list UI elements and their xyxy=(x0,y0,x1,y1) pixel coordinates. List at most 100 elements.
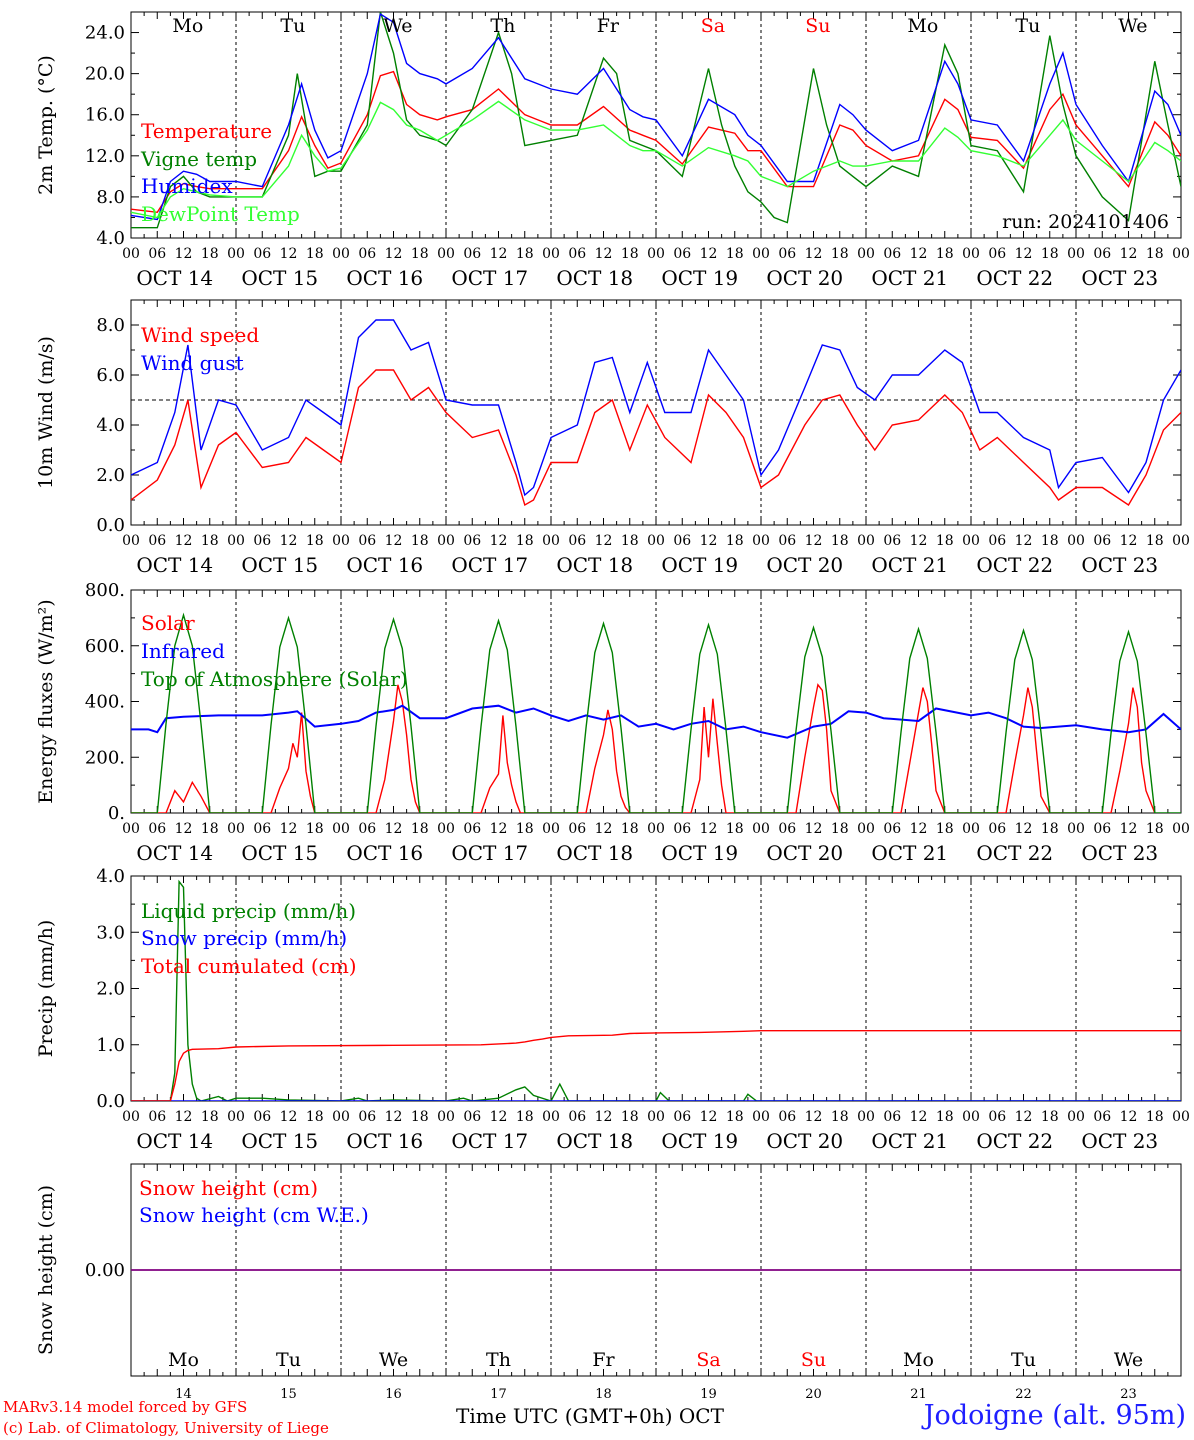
hour-tick-label: 06 xyxy=(778,533,796,549)
panel-3: 0. 200. 400. 600. 800. Energy fluxes (W/m²) So… xyxy=(35,580,1190,865)
hour-tick-label: 06 xyxy=(358,246,376,262)
legend-entry: Solar xyxy=(141,611,195,635)
y-tick-label: 0. xyxy=(108,803,125,824)
panel-5: 0.00 Snow height (cm) Snow height (cm) Snow… xyxy=(35,1163,1182,1402)
y-tick-label: 0.00 xyxy=(85,1260,125,1281)
date-label: OCT 18 xyxy=(556,266,633,290)
day-name-label: We xyxy=(1114,1349,1143,1371)
hour-tick-label: 18 xyxy=(1041,246,1059,262)
legend-entry: Total cumulated (cm) xyxy=(141,954,357,978)
hour-tick-label: 18 xyxy=(726,533,744,549)
hour-tick-label: 00 xyxy=(1172,821,1190,837)
y-tick-label: 400. xyxy=(85,692,125,713)
hour-tick-label: 12 xyxy=(595,1109,613,1125)
hour-tick-label: 00 xyxy=(437,821,455,837)
hour-tick-label: 06 xyxy=(673,1109,691,1125)
date-label: OCT 16 xyxy=(346,266,423,290)
hour-tick-label: 12 xyxy=(1015,1109,1033,1125)
hour-tick-label: 00 xyxy=(962,1109,980,1125)
legend-entry: Snow height (cm) xyxy=(139,1176,318,1200)
date-label: OCT 15 xyxy=(241,266,318,290)
hour-tick-label: 18 xyxy=(621,246,639,262)
day-number-label: 15 xyxy=(280,1387,297,1402)
hour-tick-label: 12 xyxy=(805,533,823,549)
hour-tick-label: 00 xyxy=(332,246,350,262)
plot-frame xyxy=(130,299,1182,526)
hour-tick-label: 18 xyxy=(411,533,429,549)
day-name-label: Tu xyxy=(1011,1349,1036,1371)
date-label: OCT 20 xyxy=(766,1129,843,1153)
hour-tick-label: 12 xyxy=(1015,821,1033,837)
day-number-label: 17 xyxy=(490,1387,507,1402)
day-number-label: 18 xyxy=(595,1387,612,1402)
legend-entry: Infrared xyxy=(141,639,225,663)
date-label: OCT 23 xyxy=(1081,1129,1158,1153)
date-label: OCT 14 xyxy=(136,266,213,290)
hour-tick-label: 18 xyxy=(201,533,219,549)
hour-tick-label: 06 xyxy=(883,533,901,549)
hour-tick-label: 12 xyxy=(910,1109,928,1125)
day-name-label: Su xyxy=(805,15,830,37)
hour-tick-label: 06 xyxy=(463,821,481,837)
y-tick-label: 8.0 xyxy=(96,187,125,208)
date-label: OCT 19 xyxy=(661,1129,738,1153)
hour-tick-label: 18 xyxy=(306,1109,324,1125)
run-label: run: 2024101406 xyxy=(1002,211,1169,233)
date-label: OCT 17 xyxy=(451,553,528,577)
hour-tick-label: 18 xyxy=(936,533,954,549)
hour-tick-label: 06 xyxy=(568,821,586,837)
hour-tick-label: 18 xyxy=(201,821,219,837)
hour-tick-label: 00 xyxy=(752,246,770,262)
panel-2: 0.0 2.0 4.0 6.0 8.0 10m Wind (m/s) Wind speed W… xyxy=(35,299,1190,577)
y-tick-label: 1.0 xyxy=(96,1035,125,1056)
hour-tick-label: 12 xyxy=(805,1109,823,1125)
hour-tick-label: 12 xyxy=(385,246,403,262)
hour-tick-label: 12 xyxy=(805,246,823,262)
hour-tick-label: 12 xyxy=(385,1109,403,1125)
hour-tick-label: 12 xyxy=(490,533,508,549)
hour-tick-label: 12 xyxy=(175,821,193,837)
hour-tick-label: 06 xyxy=(1093,821,1111,837)
day-name-label: Su xyxy=(801,1349,826,1371)
legend-entry: Wind speed xyxy=(141,323,259,347)
hour-tick-label: 12 xyxy=(280,1109,298,1125)
date-label: OCT 17 xyxy=(451,1129,528,1153)
hour-tick-label: 06 xyxy=(568,246,586,262)
hour-tick-label: 00 xyxy=(857,821,875,837)
hour-tick-label: 06 xyxy=(1093,533,1111,549)
hour-tick-label: 06 xyxy=(253,1109,271,1125)
y-tick-label: 24.0 xyxy=(85,23,125,44)
hour-tick-label: 18 xyxy=(621,533,639,549)
hour-tick-label: 18 xyxy=(411,246,429,262)
date-label: OCT 19 xyxy=(661,266,738,290)
hour-tick-label: 00 xyxy=(1067,533,1085,549)
y-tick-label: 12.0 xyxy=(85,146,125,167)
day-number-label: 14 xyxy=(175,1387,192,1402)
date-label: OCT 15 xyxy=(241,841,318,865)
day-name-label: Tu xyxy=(276,1349,301,1371)
series-line-total-cumulated-cm- xyxy=(131,1029,1181,1101)
hour-tick-label: 00 xyxy=(962,246,980,262)
hour-tick-label: 06 xyxy=(148,821,166,837)
legend-entry: Temperature xyxy=(141,119,272,143)
date-label: OCT 17 xyxy=(451,266,528,290)
y-tick-label: 3.0 xyxy=(96,922,125,943)
y-tick-label: 16.0 xyxy=(85,105,125,126)
hour-tick-label: 00 xyxy=(1067,821,1085,837)
hour-tick-label: 06 xyxy=(778,821,796,837)
hour-tick-label: 18 xyxy=(726,821,744,837)
date-label: OCT 18 xyxy=(556,553,633,577)
location-label: Jodoigne (alt. 95m) xyxy=(923,1400,1186,1431)
day-name-label: We xyxy=(1118,15,1147,37)
hour-tick-label: 18 xyxy=(936,246,954,262)
hour-tick-label: 12 xyxy=(385,821,403,837)
day-name-label: Th xyxy=(490,15,515,37)
hour-tick-label: 00 xyxy=(752,1109,770,1125)
day-name-label: Tu xyxy=(280,15,305,37)
hour-tick-label: 06 xyxy=(148,246,166,262)
date-label: OCT 16 xyxy=(346,841,423,865)
hour-tick-label: 06 xyxy=(1093,1109,1111,1125)
day-name-label: Tu xyxy=(1015,15,1040,37)
series-line-humidex xyxy=(131,12,1181,221)
hour-tick-label: 06 xyxy=(358,533,376,549)
